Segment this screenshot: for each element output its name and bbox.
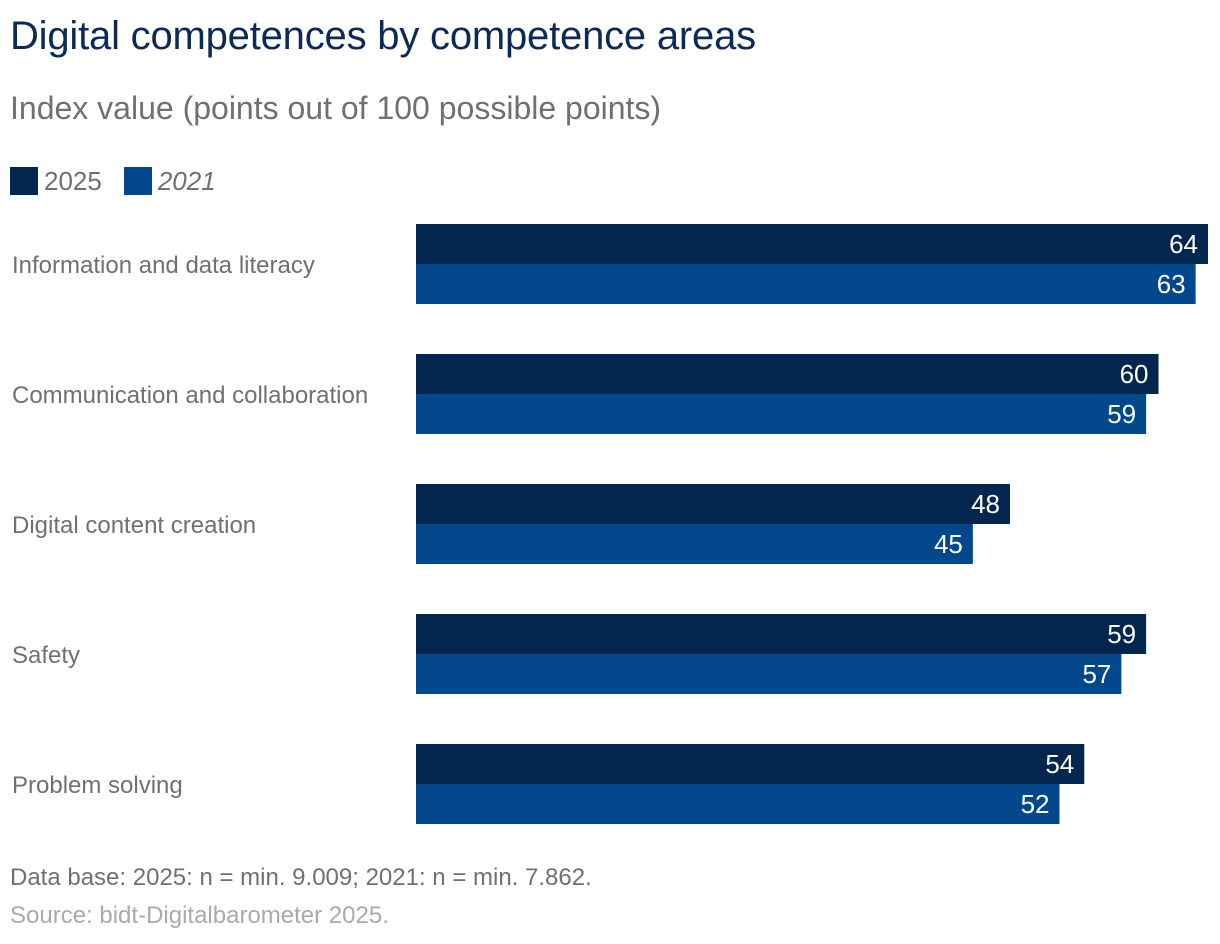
value-label-2025: 64 [1169,229,1198,259]
legend-swatch-2021 [123,167,152,195]
bar-2025 [416,614,1147,654]
chart-subtitle: Index value (points out of 100 possible … [10,90,662,126]
legend-swatch-2025 [10,167,38,195]
value-label-2021: 57 [1082,659,1111,689]
legend-label-2025: 2025 [44,165,102,196]
legend-label-2021: 2021 [157,165,216,196]
bar-2025 [416,484,1010,524]
chart-title: Digital competences by competence areas [10,14,756,58]
value-label-2025: 54 [1045,749,1074,779]
bar-group: Problem solving 54 52 [12,744,1085,824]
bar-group: Safety 59 57 [12,614,1147,694]
bar-2025 [416,744,1085,784]
data-base-footnote: Data base: 2025: n = min. 9.009; 2021: n… [10,864,592,891]
value-label-2021: 59 [1107,399,1136,429]
chart-legend: 2025 2021 [10,166,238,196]
bar-2021 [416,654,1122,694]
bar-2025 [416,224,1208,264]
bar-2021 [416,784,1060,824]
bar-group: Digital content creation 48 45 [12,484,1010,564]
category-label: Problem solving [12,772,183,799]
value-label-2021: 45 [934,529,963,559]
bar-group: Information and data literacy 64 63 [12,224,1208,304]
source-note: Source: bidt-Digitalbarometer 2025. [10,902,389,929]
value-label-2021: 52 [1021,789,1050,819]
bar-chart: Information and data literacy 64 63 Communi… [12,224,1208,824]
category-label: Communication and collaboration [12,382,368,409]
value-label-2025: 59 [1107,619,1136,649]
bar-2025 [416,354,1159,394]
bar-2021 [416,394,1147,434]
value-label-2025: 48 [971,489,1000,519]
legend-item-2025: 2025 [10,166,102,197]
value-label-2021: 63 [1157,269,1186,299]
category-label: Safety [12,642,80,669]
legend-item-2021: 2021 [123,165,216,197]
category-label: Information and data literacy [12,252,315,279]
value-label-2025: 60 [1120,359,1149,389]
category-label: Digital content creation [12,512,256,539]
bar-2021 [416,524,973,564]
bar-group: Communication and collaboration 60 59 [12,354,1159,434]
bar-2021 [416,264,1196,304]
